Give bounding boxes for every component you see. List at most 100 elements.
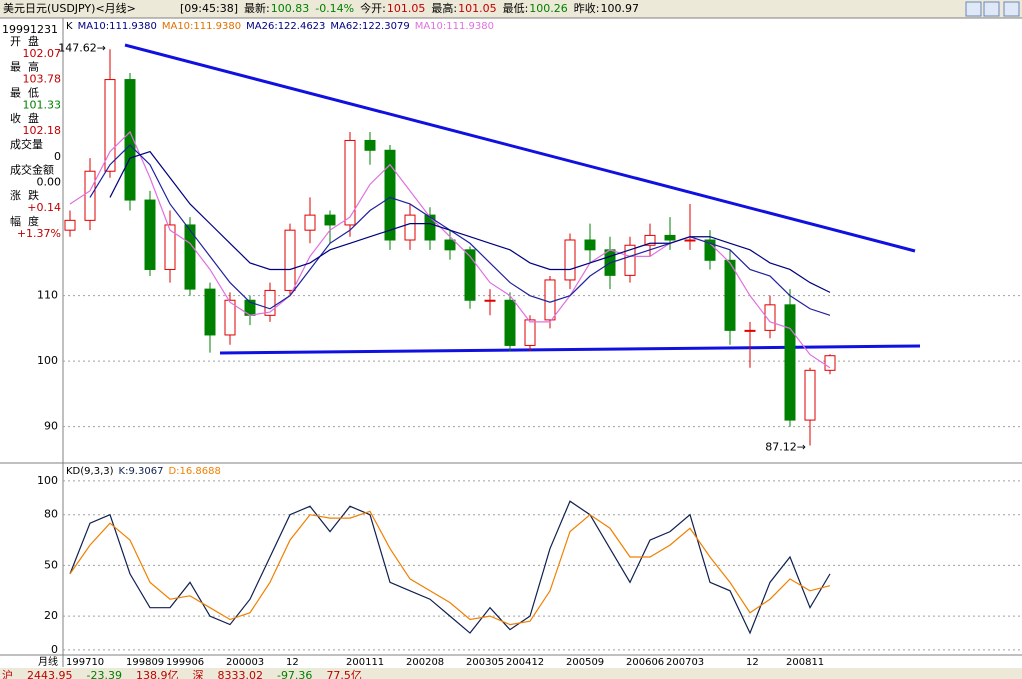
candle-body <box>784 304 796 421</box>
header-quote: 101.05 <box>458 2 497 15</box>
candle-body <box>104 79 116 172</box>
header-quote: 昨收: <box>574 1 600 15</box>
info-label: 幅 度 <box>10 214 39 228</box>
candle-body <box>324 214 336 226</box>
candle-body <box>184 224 196 290</box>
header-quote: 100.26 <box>529 2 568 15</box>
x-axis-label: 月线 <box>38 655 58 668</box>
legend-item: D:16.8688 <box>168 466 220 477</box>
candle-body <box>744 329 756 332</box>
header-quote: 100.83 <box>271 2 310 15</box>
candle-body <box>304 214 316 231</box>
annotation: 87.12→ <box>765 440 806 453</box>
info-value: 101.33 <box>23 98 62 111</box>
header-quote: 101.05 <box>387 2 426 15</box>
status-text: -23.39 <box>87 669 122 679</box>
info-label: 最 低 <box>10 86 39 99</box>
candle-body <box>384 149 396 241</box>
candle-body <box>444 239 456 251</box>
info-value: 102.18 <box>23 124 62 137</box>
annotation: 147.62→ <box>58 41 106 54</box>
legend-item: K:9.3067 <box>119 466 164 477</box>
candle-body <box>204 288 216 336</box>
header-quote: -0.14% <box>315 2 354 15</box>
candle-body <box>544 279 556 321</box>
candle-body <box>664 234 676 241</box>
y-tick-label: 80 <box>44 508 58 521</box>
button-restore[interactable] <box>1003 1 1020 17</box>
candle-body <box>144 199 156 270</box>
candle-body <box>64 219 76 231</box>
info-value: +1.37% <box>17 227 61 240</box>
candle-body <box>524 319 536 346</box>
trend-line <box>124 43 916 253</box>
candle-body <box>424 214 436 241</box>
series-line <box>109 150 831 293</box>
candle-body <box>404 214 416 241</box>
candle-body <box>624 244 636 276</box>
status-text: 沪 <box>2 668 13 679</box>
x-tick-label: 200003 <box>226 657 264 668</box>
candle-body <box>464 249 476 301</box>
info-label: 涨 跌 <box>10 188 39 202</box>
info-value: 103.78 <box>23 73 62 86</box>
x-tick-label: 200111 <box>346 657 384 668</box>
y-tick-label: 90 <box>44 420 58 433</box>
x-tick-label: 200208 <box>406 657 444 668</box>
info-value: +0.14 <box>27 201 61 214</box>
info-date: 19991231 <box>2 23 58 36</box>
candle-body <box>644 234 656 246</box>
y-tick-label: 110 <box>37 289 58 302</box>
x-tick-label: 199809 <box>126 657 164 668</box>
header-quote: 今开: <box>360 1 386 15</box>
candle-body <box>84 170 96 221</box>
status-bar <box>0 668 1022 679</box>
candle-body <box>764 304 776 331</box>
window-buttons <box>965 1 1020 17</box>
x-tick-label: 12 <box>286 657 299 668</box>
x-tick-label: 200412 <box>506 657 544 668</box>
status-text: 2443.95 <box>27 669 73 679</box>
candle-body <box>284 229 296 291</box>
candle-body <box>724 259 736 331</box>
panel-title: KD(9,3,3) <box>66 466 114 477</box>
candle-body <box>504 299 516 346</box>
candle-body <box>704 239 716 261</box>
status-text: -97.36 <box>277 669 312 679</box>
info-label: 成交量 <box>10 137 43 151</box>
status-text: 138.9亿 <box>136 669 179 679</box>
status-text: 77.5亿 <box>326 669 362 679</box>
y-tick-label: 100 <box>37 474 58 487</box>
x-tick-label: 199906 <box>166 657 204 668</box>
series-line <box>69 500 831 635</box>
header-quote: [09:45:38] <box>180 2 238 15</box>
header-title: 美元日元(USDJPY)<月线> <box>3 1 136 15</box>
x-tick-label: 199710 <box>66 657 104 668</box>
info-value: 102.07 <box>23 47 62 60</box>
legend-item: MA10:111.9380 <box>162 21 241 32</box>
candle-body <box>224 299 236 336</box>
trend-line <box>219 344 921 355</box>
x-tick-label: 200305 <box>466 657 504 668</box>
button-back[interactable] <box>965 1 982 17</box>
y-tick-label: 0 <box>51 643 58 656</box>
series-line <box>89 144 831 316</box>
info-value: 0.00 <box>37 176 62 189</box>
candle-body <box>364 139 376 151</box>
candle-body <box>564 239 576 281</box>
info-label: 最 高 <box>10 60 39 74</box>
candle-body <box>484 299 496 302</box>
legend-item: K <box>66 21 73 32</box>
info-label: 开 盘 <box>10 34 39 48</box>
info-label: 成交金额 <box>10 163 54 177</box>
candle-body <box>804 369 816 421</box>
x-tick-label: 200703 <box>666 657 704 668</box>
candle-body <box>124 79 136 201</box>
button-forward[interactable] <box>983 1 1000 17</box>
header-quote: 最低: <box>503 2 529 15</box>
candle-body <box>344 139 356 226</box>
series-line <box>69 510 831 626</box>
candle-body <box>684 239 696 242</box>
